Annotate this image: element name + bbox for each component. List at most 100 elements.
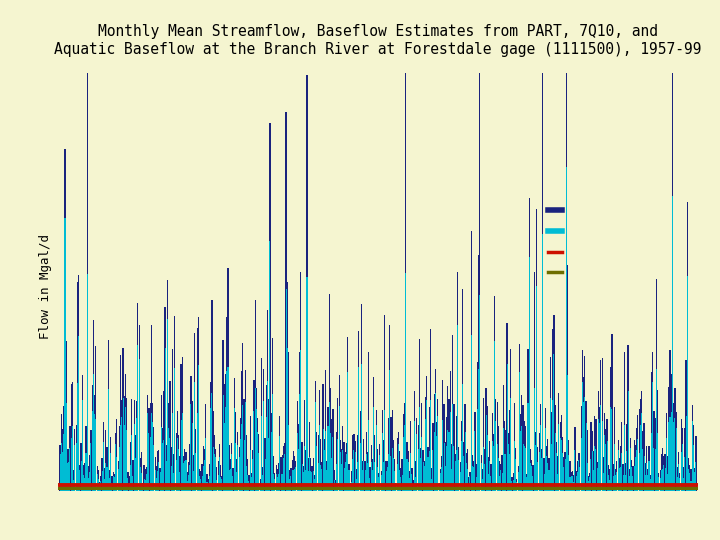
Bar xyxy=(450,370,451,490)
Bar xyxy=(124,424,125,490)
Bar xyxy=(495,399,497,490)
Bar xyxy=(615,475,616,490)
Bar xyxy=(193,471,194,490)
Bar xyxy=(665,454,666,490)
Bar xyxy=(352,458,354,490)
Bar xyxy=(251,477,252,490)
Bar xyxy=(519,372,520,490)
Bar xyxy=(315,381,316,490)
Bar xyxy=(112,472,114,490)
Bar xyxy=(355,451,356,490)
Bar xyxy=(157,471,158,490)
Bar xyxy=(461,441,462,490)
Bar xyxy=(658,477,660,490)
Bar xyxy=(476,477,477,490)
Bar xyxy=(132,476,133,490)
Bar xyxy=(345,451,346,490)
Bar xyxy=(179,456,181,490)
Bar xyxy=(628,392,629,490)
Bar xyxy=(498,426,499,490)
Bar xyxy=(109,470,110,490)
Bar xyxy=(620,446,621,490)
Bar xyxy=(567,375,568,490)
Bar xyxy=(483,398,484,490)
Bar xyxy=(319,390,320,490)
Bar xyxy=(67,449,68,490)
Bar xyxy=(226,372,228,490)
Bar xyxy=(472,455,473,490)
Bar xyxy=(243,399,245,490)
Bar xyxy=(483,447,484,490)
Bar xyxy=(668,422,670,490)
Bar xyxy=(342,426,343,490)
Bar xyxy=(682,444,683,490)
Bar xyxy=(276,469,278,490)
Bar xyxy=(454,454,456,490)
Bar xyxy=(220,477,221,490)
Bar xyxy=(562,437,563,490)
Bar xyxy=(623,475,624,490)
Bar xyxy=(499,461,500,490)
Bar xyxy=(615,469,616,490)
Bar xyxy=(436,422,437,490)
Bar xyxy=(394,459,395,490)
Bar xyxy=(537,462,539,490)
Bar xyxy=(662,448,663,490)
Bar xyxy=(320,465,321,490)
Bar xyxy=(73,480,74,490)
Bar xyxy=(340,451,341,490)
Bar xyxy=(445,466,446,490)
Bar xyxy=(389,325,390,490)
Bar xyxy=(282,455,283,490)
Bar xyxy=(229,445,230,490)
Bar xyxy=(500,470,501,490)
Bar xyxy=(580,438,582,490)
Bar xyxy=(210,408,211,490)
Bar xyxy=(88,478,89,490)
Bar xyxy=(595,419,596,490)
Bar xyxy=(231,443,233,490)
Bar xyxy=(100,476,102,490)
Bar xyxy=(323,384,324,490)
Bar xyxy=(356,478,357,490)
Bar xyxy=(199,469,200,490)
Bar xyxy=(557,456,558,490)
Bar xyxy=(172,413,173,490)
Bar xyxy=(646,446,647,490)
Bar xyxy=(94,414,95,490)
Bar xyxy=(109,478,110,490)
Bar xyxy=(192,401,193,490)
Bar xyxy=(684,456,685,490)
Bar xyxy=(485,415,487,490)
Bar xyxy=(498,458,499,490)
Bar xyxy=(473,467,474,490)
Bar xyxy=(534,272,535,490)
Bar xyxy=(169,437,171,490)
Bar xyxy=(661,470,662,490)
Bar xyxy=(428,407,430,490)
Bar xyxy=(627,345,629,490)
Bar xyxy=(469,472,471,490)
Bar xyxy=(268,399,269,490)
Bar xyxy=(369,478,371,490)
Bar xyxy=(281,457,282,490)
Bar xyxy=(105,430,107,490)
Bar xyxy=(660,470,661,490)
Bar xyxy=(262,475,263,490)
Bar xyxy=(147,395,148,490)
Bar xyxy=(598,392,599,490)
Bar xyxy=(164,307,166,490)
Bar xyxy=(414,421,415,490)
Bar xyxy=(282,474,283,490)
Bar xyxy=(183,456,184,490)
Bar xyxy=(416,418,418,490)
Bar xyxy=(519,344,520,490)
Bar xyxy=(428,451,430,490)
Bar xyxy=(632,465,634,490)
Bar xyxy=(421,437,423,490)
Bar xyxy=(489,441,490,490)
Bar xyxy=(547,463,549,490)
Bar xyxy=(114,477,115,490)
Bar xyxy=(178,449,179,490)
Bar xyxy=(194,382,195,490)
